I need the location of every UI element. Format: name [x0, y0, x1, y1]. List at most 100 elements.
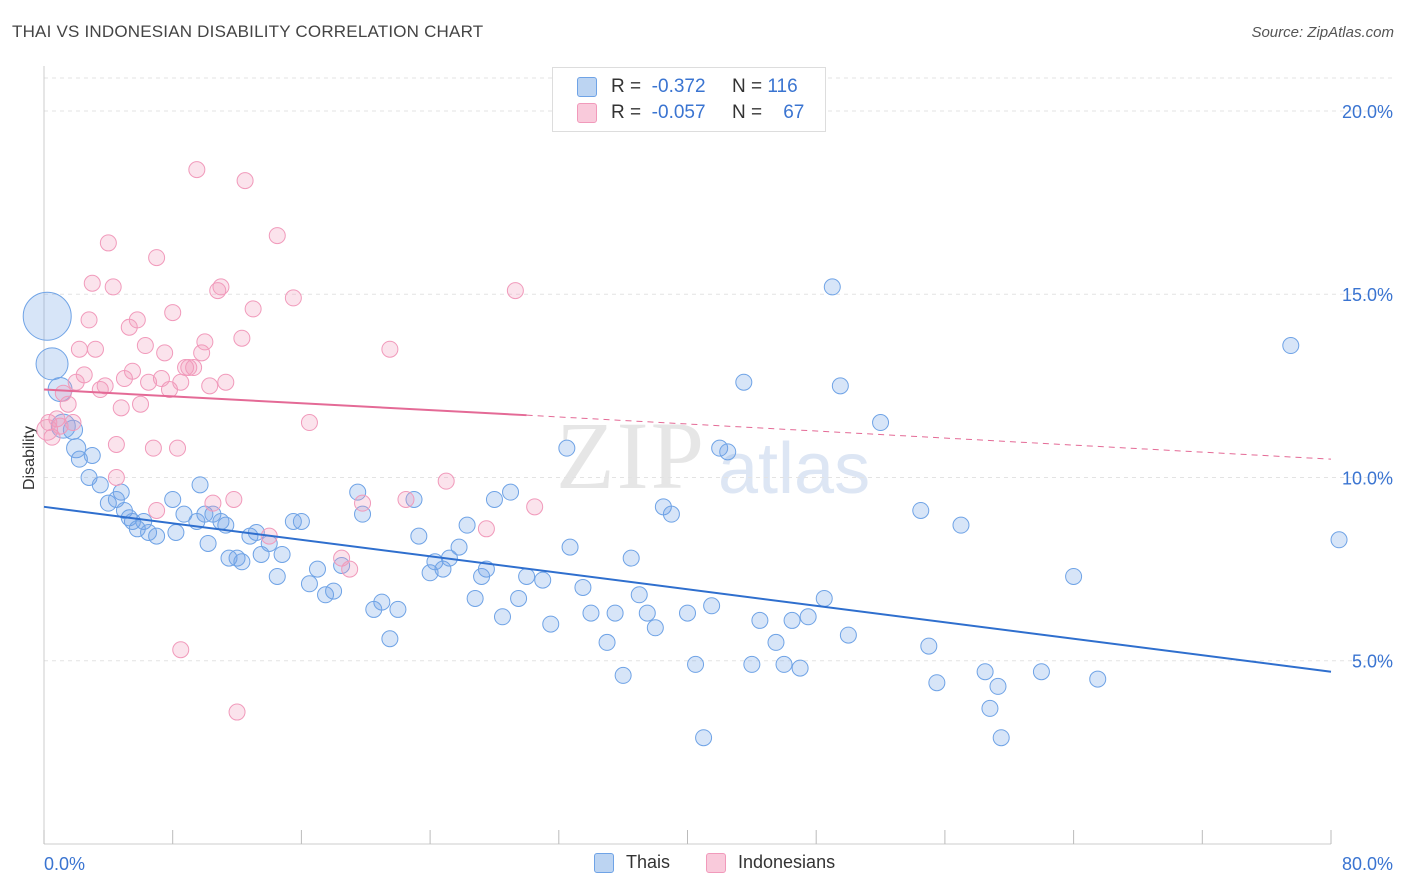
- indonesians-point: [123, 362, 141, 380]
- thais-point: [638, 604, 656, 622]
- thais-point: [662, 505, 680, 523]
- thais-point: [719, 443, 737, 461]
- thais-point: [273, 545, 291, 563]
- thais-point: [783, 611, 801, 629]
- thais-point: [502, 483, 520, 501]
- thais-point: [510, 589, 528, 607]
- thais-point: [775, 655, 793, 673]
- indonesians-point: [284, 289, 302, 307]
- thais-point: [1032, 663, 1050, 681]
- indonesians-point: [144, 439, 162, 457]
- thais-point: [421, 564, 439, 582]
- thais-point: [952, 516, 970, 534]
- indonesians-point: [156, 344, 174, 362]
- indonesians-point: [132, 395, 150, 413]
- thais-point: [450, 538, 468, 556]
- thais-point: [679, 604, 696, 622]
- thais-point: [743, 655, 761, 673]
- thais-point: [799, 608, 817, 626]
- indonesians-point: [40, 414, 58, 432]
- thais-point: [99, 494, 117, 512]
- indonesians-point: [341, 560, 359, 578]
- thais-point: [308, 560, 326, 578]
- thais-point: [687, 655, 705, 673]
- thais-point: [839, 626, 857, 644]
- thais-point: [493, 608, 511, 626]
- indonesians-point: [148, 501, 166, 519]
- thais-point: [791, 659, 809, 677]
- indonesians-point: [268, 227, 286, 245]
- indonesians-point: [164, 304, 182, 322]
- thais-point: [333, 556, 351, 574]
- thais-point: [574, 578, 592, 596]
- watermark-zip: ZIP: [556, 402, 706, 509]
- bottom-legend-thais: Thais: [594, 852, 670, 873]
- thais-point: [373, 593, 391, 611]
- x-tick-label: 80.0%: [1342, 854, 1393, 874]
- thais-point: [300, 575, 318, 593]
- indonesians-trend-line: [43, 388, 527, 417]
- indonesians-point: [185, 359, 203, 377]
- thais-point: [466, 589, 484, 607]
- thais-point: [1089, 670, 1107, 688]
- thais-point: [389, 600, 407, 618]
- indonesians-point: [169, 439, 187, 457]
- thais-point: [534, 571, 552, 589]
- r-label: R =: [611, 102, 642, 123]
- thais-point: [558, 439, 576, 457]
- y-tick-label: 15.0%: [1342, 285, 1393, 305]
- indonesians-point: [180, 359, 198, 377]
- indonesians-point: [228, 703, 246, 721]
- r-value: -0.372: [651, 76, 706, 97]
- n-value: 116: [767, 76, 798, 97]
- thais-point: [349, 483, 367, 501]
- indonesians-point: [188, 161, 206, 179]
- thais-point: [167, 523, 185, 541]
- thais-point: [646, 619, 664, 637]
- thais-point: [22, 291, 72, 341]
- y-tick-label: 10.0%: [1342, 468, 1393, 488]
- thais-point: [614, 666, 632, 684]
- thais-point: [268, 567, 286, 585]
- thais-point: [70, 450, 88, 468]
- thais-point: [164, 490, 182, 508]
- thais-point: [1330, 531, 1348, 549]
- thais-point: [35, 347, 69, 381]
- watermark-atlas: atlas: [718, 429, 871, 509]
- bottom-legend-indonesians: Indonesians: [706, 852, 835, 873]
- indonesians-point: [96, 377, 114, 395]
- indonesians-point: [80, 311, 98, 329]
- indonesians-swatch-icon: [577, 103, 597, 123]
- indonesians-point: [112, 399, 130, 417]
- indonesians-point: [128, 311, 146, 329]
- thais-point: [458, 516, 476, 534]
- indonesians-point: [201, 377, 219, 395]
- thais-point: [292, 512, 310, 530]
- thais-point: [542, 615, 560, 633]
- indonesians-point: [140, 373, 158, 391]
- chart-title: THAI VS INDONESIAN DISABILITY CORRELATIO…: [12, 22, 484, 41]
- x-tick-label: 0.0%: [44, 854, 85, 874]
- thais-point: [140, 523, 158, 541]
- legend-row-thais: R = -0.372 N = 116: [577, 75, 798, 99]
- thais-point: [148, 527, 166, 545]
- indonesians-point: [225, 490, 243, 508]
- thais-point: [381, 630, 399, 648]
- thais-point: [751, 611, 769, 629]
- legend-label-thais: Thais: [626, 852, 671, 872]
- thais-point: [1065, 567, 1083, 585]
- thais-swatch-icon: [594, 852, 614, 873]
- thais-point: [477, 560, 495, 578]
- indonesians-trend-extension: [526, 414, 1332, 460]
- n-label: N =: [731, 102, 763, 123]
- r-label: R =: [611, 76, 642, 97]
- indonesians-point: [75, 366, 93, 384]
- indonesians-point: [477, 520, 495, 538]
- thais-point: [976, 663, 994, 681]
- thais-point: [83, 447, 101, 465]
- indonesians-point: [354, 494, 372, 512]
- thais-point: [912, 501, 930, 519]
- thais-point: [91, 476, 109, 494]
- stats-legend: R = -0.372 N = 116 R = -0.057 N = 67: [552, 67, 826, 132]
